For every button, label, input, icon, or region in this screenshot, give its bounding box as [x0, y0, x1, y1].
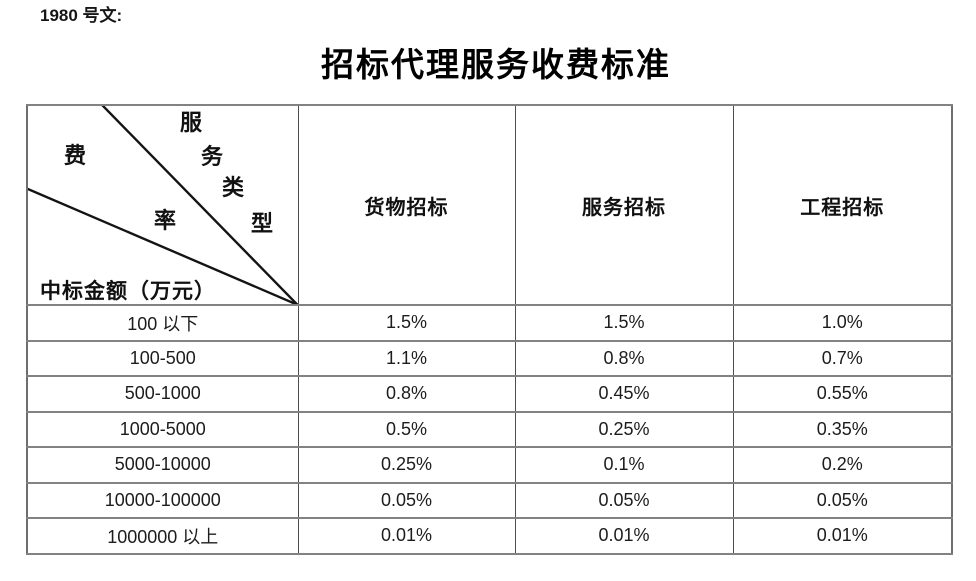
fee-value-cell: 0.01%	[514, 517, 734, 555]
table-row: 1000000 以上 0.01% 0.01% 0.01%	[26, 517, 953, 555]
corner-label-char: 费	[64, 143, 87, 168]
fee-value-cell: 0.35%	[732, 410, 953, 448]
row-label-cell: 1000000 以上	[26, 517, 299, 555]
fee-value-cell: 0.8%	[297, 375, 516, 413]
fee-table-body: 100 以下 1.5% 1.5% 1.0% 100-500 1.1% 0.8% 0.7% 500…	[26, 304, 953, 555]
fee-value-cell: 0.05%	[514, 481, 734, 519]
corner-label-char: 型	[251, 211, 274, 236]
fee-value-cell: 1.0%	[732, 304, 953, 342]
corner-label-char: 务	[201, 144, 224, 169]
corner-header-cell: 服 务 类 型 费 率 中标金额（万元）	[26, 104, 299, 306]
row-label-cell: 100-500	[26, 339, 299, 377]
row-label-cell: 1000-5000	[26, 410, 299, 448]
fee-value-cell: 0.2%	[732, 446, 953, 484]
diagonal-divider-lines	[28, 107, 297, 303]
fee-value-cell: 0.05%	[732, 481, 953, 519]
corner-label-char: 类	[222, 175, 245, 200]
column-header-engineering: 工程招标	[732, 104, 953, 306]
fee-value-cell: 0.55%	[732, 375, 953, 413]
fee-value-cell: 0.7%	[732, 339, 953, 377]
table-row: 10000-100000 0.05% 0.05% 0.05%	[26, 481, 953, 519]
row-label-cell: 100 以下	[26, 304, 299, 342]
fee-value-cell: 0.45%	[514, 375, 734, 413]
corner-label-char: 率	[154, 208, 177, 233]
corner-label-char: 服	[180, 110, 203, 135]
fee-value-cell: 0.25%	[297, 446, 516, 484]
page-title: 招标代理服务收费标准	[321, 48, 671, 84]
fee-value-cell: 0.8%	[514, 339, 734, 377]
row-label-cell: 5000-10000	[26, 446, 299, 484]
column-header-goods: 货物招标	[297, 104, 516, 306]
fee-value-cell: 0.05%	[297, 481, 516, 519]
row-label-cell: 10000-100000	[26, 481, 299, 519]
table-header-row: 服 务 类 型 费 率 中标金额（万元） 货物招标 服务招标 工程招标	[26, 104, 953, 306]
table-row: 500-1000 0.8% 0.45% 0.55%	[26, 375, 953, 413]
row-label-cell: 500-1000	[26, 375, 299, 413]
fee-value-cell: 0.5%	[297, 410, 516, 448]
fee-value-cell: 0.01%	[297, 517, 516, 555]
table-row: 1000-5000 0.5% 0.25% 0.35%	[26, 410, 953, 448]
table-row: 5000-10000 0.25% 0.1% 0.2%	[26, 446, 953, 484]
fee-value-cell: 0.25%	[514, 410, 734, 448]
fee-value-cell: 0.1%	[514, 446, 734, 484]
table-row: 100 以下 1.5% 1.5% 1.0%	[26, 304, 953, 342]
fee-value-cell: 1.5%	[297, 304, 516, 342]
doc-ref-label: 1980 号文:	[40, 6, 123, 25]
fee-value-cell: 1.1%	[297, 339, 516, 377]
amount-axis-label: 中标金额（万元）	[40, 279, 216, 303]
fee-value-cell: 0.01%	[732, 517, 953, 555]
fee-value-cell: 1.5%	[514, 304, 734, 342]
column-header-services: 服务招标	[514, 104, 734, 306]
fee-table: 服 务 类 型 费 率 中标金额（万元） 货物招标 服务招标 工程招标 100 …	[26, 104, 953, 555]
table-row: 100-500 1.1% 0.8% 0.7%	[26, 339, 953, 377]
